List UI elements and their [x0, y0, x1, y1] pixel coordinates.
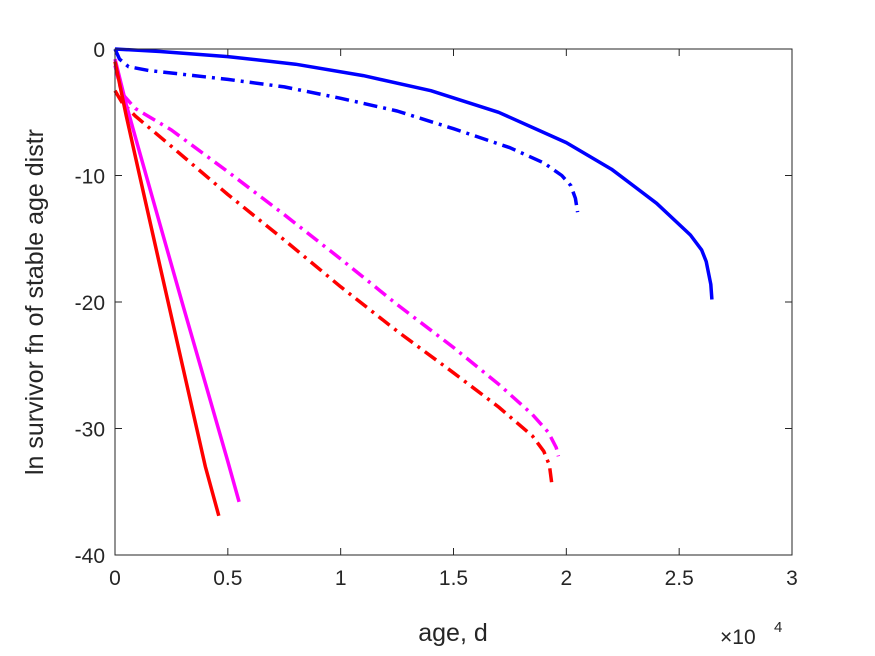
x-exponent-label: ×10	[720, 626, 756, 649]
y-tick-label: 0	[93, 39, 105, 62]
series-layer	[113, 47, 714, 517]
series-line-1	[114, 47, 714, 300]
x-exponent-power: 4	[774, 619, 782, 636]
y-ticks: 0 -10 -20 -30 -40	[75, 39, 792, 568]
x-tick-label: 1	[335, 567, 347, 590]
series-line-2	[113, 48, 580, 213]
x-tick-label: 2	[560, 567, 572, 590]
y-tick-label: -30	[75, 419, 105, 442]
x-tick-label: 1.5	[439, 567, 468, 590]
x-tick-label: 2.5	[665, 567, 694, 590]
y-tick-label: -40	[75, 545, 105, 568]
series-line-3	[113, 64, 561, 457]
x-tick-label: 0	[109, 567, 121, 590]
series-line-5	[113, 58, 241, 503]
y-axis-label: ln survivor fn of stable age distr	[21, 129, 49, 475]
series-line-4	[113, 89, 554, 484]
x-tick-label: 0.5	[213, 567, 242, 590]
x-ticks: 0 0.5 1 1.5 2 2.5 3	[109, 49, 798, 590]
x-axis-label: age, d	[418, 619, 488, 647]
plot-background	[115, 49, 792, 555]
y-tick-label: -20	[75, 292, 105, 315]
x-tick-label: 3	[786, 567, 798, 590]
series-line-6	[113, 61, 221, 517]
y-tick-label: -10	[75, 166, 105, 189]
